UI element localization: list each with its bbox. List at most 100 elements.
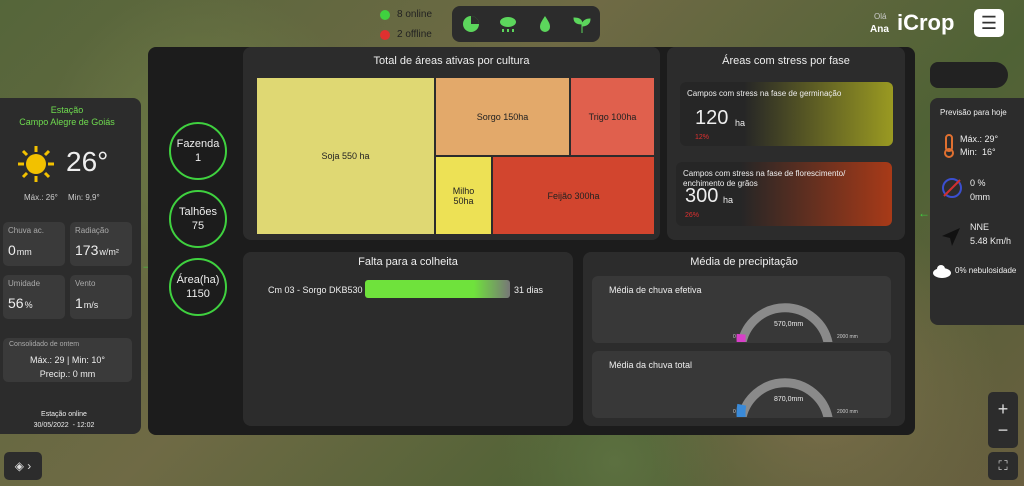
summary-circle: Área(ha) 1150: [169, 258, 227, 316]
tile-value: 56: [8, 295, 24, 311]
toolbar: [452, 6, 600, 42]
forecast-wind-dir: NNE: [970, 222, 990, 232]
offline-count: 2 offline: [397, 29, 432, 40]
gauge-label: Média da chuva total: [609, 360, 693, 370]
precipitation-title: Média de precipitação: [690, 256, 798, 268]
gauge-track: [737, 303, 833, 342]
tile-label: Radiação: [75, 226, 109, 235]
tile-value-row: 0mm: [8, 242, 32, 260]
stress-percent: 26%: [685, 212, 700, 219]
gauge: [736, 303, 833, 342]
weather-tile: Vento 1m/s: [70, 275, 132, 319]
tile-unit: w/m²: [99, 247, 119, 257]
tile-label: Vento: [75, 279, 96, 288]
gauge-min: 0: [733, 409, 736, 415]
rain-icon[interactable]: [498, 14, 518, 34]
tile-value-row: 1m/s: [75, 295, 98, 313]
wind-icon: [942, 228, 960, 246]
station-name: Campo Alegre de Goiás: [19, 117, 115, 127]
stress-card: Campos com stress na fase de florescimen…: [676, 162, 892, 226]
zoom-out[interactable]: −: [997, 420, 1009, 440]
logo: iCrop: [897, 10, 955, 35]
tile-unit: m/s: [83, 300, 99, 310]
gauge-max: 2000 mm: [837, 334, 858, 340]
stress-percent: 12%: [695, 134, 710, 141]
tile-unit: mm: [16, 247, 32, 257]
rain-prob-icon: [942, 178, 962, 198]
forecast-rain: 0mm: [970, 192, 990, 202]
summary-circle: Fazenda 1: [169, 122, 227, 180]
station-datetime: 30/05/2022 - 12:02: [33, 422, 95, 429]
stress-card: Campos com stress na fase de germinação 1…: [680, 82, 893, 146]
layers-button[interactable]: ◈ ›: [4, 452, 42, 480]
gauge-card: Média da chuva total 870,0mm 0 2000 mm: [592, 351, 891, 418]
forecast-wind-speed: 5.48 Km/h: [970, 236, 1012, 246]
station-panel: Estação Campo Alegre de Goiás 26° Máx.: …: [0, 98, 141, 434]
forecast-rain-prob: 0 %: [970, 178, 986, 188]
gauge-label: Média de chuva efetiva: [609, 285, 702, 295]
gauge-fill: [736, 333, 746, 342]
weather-tile: Chuva ac. 0mm: [3, 222, 65, 266]
stress-value: 120: [695, 107, 729, 129]
treemap-cell: Milho 50ha: [435, 156, 492, 235]
temperature: 26°: [66, 146, 109, 177]
forecast-clouds: 0% nebulosidade: [955, 266, 1017, 275]
treemap-title: Total de áreas ativas por cultura: [373, 55, 530, 67]
summary-label: Área(ha): [176, 274, 220, 286]
treemap-cell: Soja 550 ha: [256, 77, 435, 235]
zoom-controls[interactable]: + −: [988, 392, 1018, 448]
gauge-fill: [736, 403, 747, 417]
gauge-value: 570,0mm: [774, 321, 804, 328]
harvest-days: 31 dias: [514, 285, 544, 295]
min-temp: Min: 9,9°: [68, 193, 100, 202]
stress-label: Campos com stress na fase de germinação: [687, 89, 842, 98]
cloud-icon: [933, 265, 951, 278]
menu-button[interactable]: ☰: [974, 9, 1004, 37]
stress-unit: ha: [723, 195, 734, 205]
search-bar[interactable]: [930, 62, 1008, 88]
summary-circle: Talhões 75: [169, 190, 227, 248]
chart-icon[interactable]: [461, 14, 481, 34]
collapse-arrow[interactable]: ←: [918, 206, 930, 220]
treemap-cell: Feijão 300ha: [492, 156, 655, 235]
summary-label: Talhões: [179, 206, 217, 218]
forecast-min: Min: 16°: [960, 147, 996, 157]
plant-icon[interactable]: [572, 14, 592, 34]
tile-unit: %: [24, 300, 33, 310]
fullscreen-button[interactable]: ⛶: [988, 452, 1018, 480]
gauge-max: 2000 mm: [837, 409, 858, 415]
forecast-max: Máx.: 29°: [960, 134, 999, 144]
summary-value: 75: [191, 220, 205, 232]
thermometer-icon: [944, 134, 954, 158]
stress-title: Áreas com stress por fase: [722, 55, 850, 67]
harvest-field: Cm 03 - Sorgo DKB530: [268, 285, 363, 295]
summary-value: 1: [194, 152, 202, 164]
tile-value: 173: [75, 242, 99, 258]
tile-value: 1: [75, 295, 83, 311]
yesterday-precip: Precip.: 0 mm: [39, 369, 96, 379]
summary-label: Fazenda: [176, 138, 220, 150]
harvest-bar: [365, 280, 510, 298]
stress-label: Campos com stress na fase de florescimen…: [683, 169, 846, 188]
tile-label: Umidade: [8, 279, 41, 288]
stress-unit: ha: [735, 118, 746, 128]
station-label: Estação: [50, 105, 84, 115]
yesterday-temps: Máx.: 29 | Min: 10°: [30, 355, 105, 365]
online-dot: [380, 10, 390, 20]
tile-value-row: 56%: [8, 295, 33, 313]
forecast-panel: Previsão para hoje Máx.: 29° Min: 16° 0 …: [930, 98, 1024, 325]
stress-value: 300: [685, 185, 719, 207]
summary-value: 1150: [186, 288, 210, 300]
harvest-title: Falta para a colheita: [358, 256, 458, 268]
gauge-track: [737, 378, 833, 417]
treemap-cell: Sorgo 150ha: [435, 77, 570, 156]
zoom-in[interactable]: +: [997, 399, 1009, 419]
water-icon[interactable]: [535, 14, 555, 34]
offline-dot: [380, 30, 390, 40]
online-count: 8 online: [397, 9, 433, 20]
treemap-cell: Trigo 100ha: [570, 77, 655, 156]
greeting: Olá: [874, 12, 887, 21]
tile-value: 0: [8, 242, 16, 258]
gauge: [736, 378, 833, 417]
